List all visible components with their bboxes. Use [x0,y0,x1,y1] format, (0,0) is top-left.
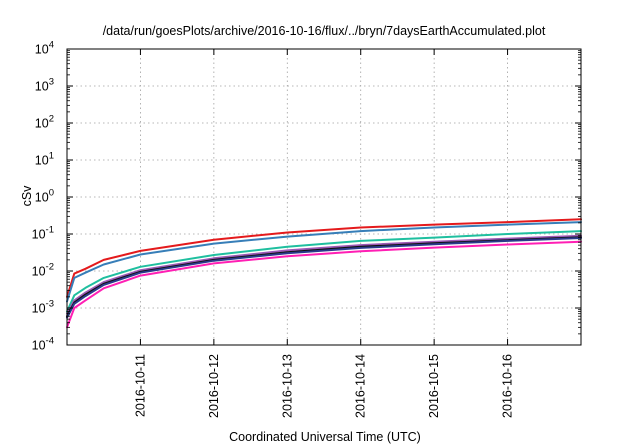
y-tick-label-base: 10 [35,154,49,168]
grid [67,49,581,345]
x-tick-label: 2016-10-11 [133,354,147,417]
y-tick-label: 10-4 [32,336,54,353]
y-tick-label: 102 [35,114,54,131]
y-tick-label: 10-2 [32,262,54,279]
y-tick-label-base: 10 [32,302,46,316]
series-line-2 [66,221,582,303]
y-tick-label-exponent: 2 [49,114,54,125]
x-tick-label: 2016-10-15 [427,354,441,418]
y-tick-label-exponent: -2 [46,262,54,273]
series-line-4 [66,234,582,315]
series-line-5 [66,236,582,318]
plot-series [66,218,582,329]
x-tick-label: 2016-10-12 [207,354,221,418]
y-tick-label-exponent: -3 [46,299,54,310]
y-tick-label: 103 [35,77,54,94]
series-line-6 [66,237,582,319]
y-tick-label: 104 [35,40,54,57]
y-tick-label-exponent: 4 [49,40,54,51]
x-tick-label: 2016-10-16 [501,354,515,418]
x-tick-label: 2016-10-13 [280,354,294,418]
y-tick-label-base: 10 [35,117,49,131]
y-axis-label: cSv [20,185,34,207]
y-tick-label-exponent: -4 [46,336,54,347]
x-tick-label: 2016-10-14 [354,354,368,418]
y-tick-label: 10-1 [32,225,54,242]
chart-title: /data/run/goesPlots/archive/2016-10-16/f… [103,24,546,38]
x-axis-label: Coordinated Universal Time (UTC) [229,430,421,444]
y-tick-label-base: 10 [35,191,49,205]
y-tick-label-exponent: -1 [46,225,54,236]
y-tick-label-base: 10 [35,43,49,57]
y-tick-label-exponent: 1 [49,151,54,162]
x-axis-tick-labels: 2016-10-11 2016-10-12 2016-10-13 2016-10-14… [133,354,514,418]
y-tick-label-base: 10 [35,80,49,94]
y-tick-label-base: 10 [32,265,46,279]
series-line-3 [66,230,582,313]
y-tick-label: 100 [35,188,54,205]
y-tick-label-exponent: 3 [49,77,54,88]
y-tick-label: 101 [35,151,54,168]
series-line-7 [66,240,582,329]
y-tick-label-base: 10 [32,228,46,242]
y-tick-label: 10-3 [32,299,54,316]
series-line-1 [66,218,582,298]
axis-ticks [67,48,581,346]
y-tick-label-base: 10 [32,339,46,353]
y-tick-label-exponent: 0 [49,188,54,199]
